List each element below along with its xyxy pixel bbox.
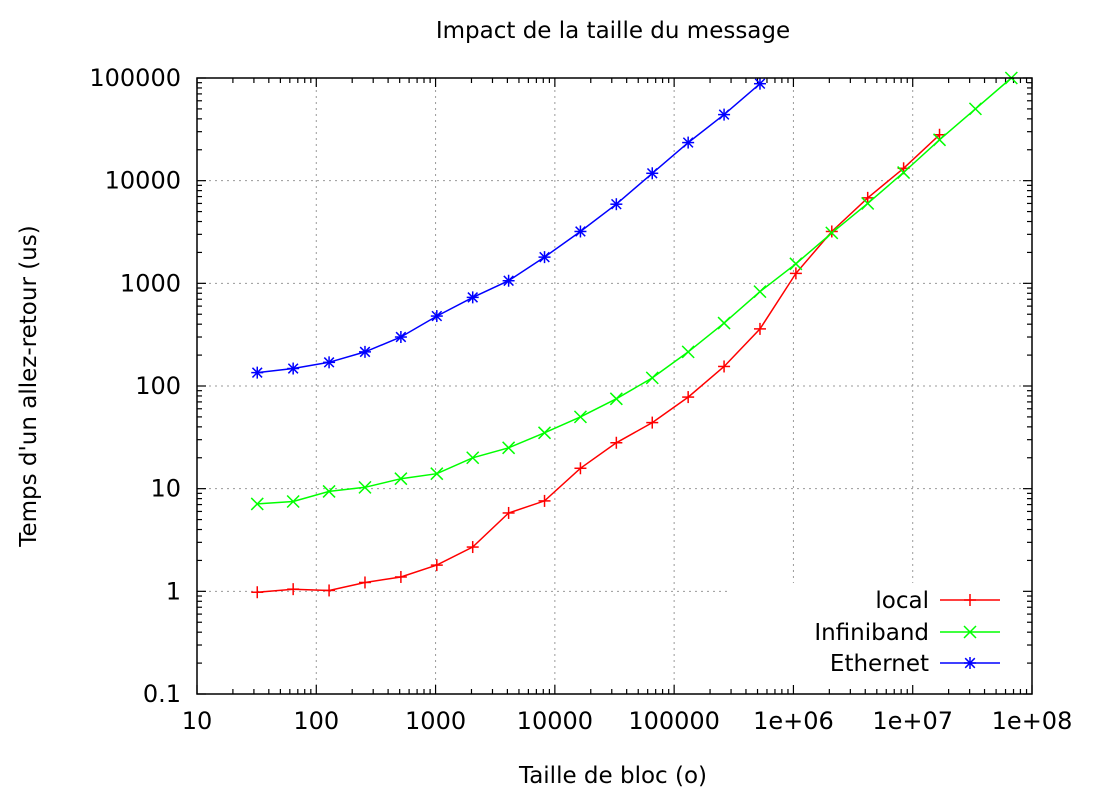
data-point-local [646,416,659,429]
x-tick-label: 100000 [628,707,720,735]
x-axis-label: Taille de bloc (o) [518,763,707,789]
data-point-infiniband [717,316,731,330]
data-point-infiniband [753,285,767,299]
data-point-ethernet [718,108,731,121]
data-point-infiniband [932,133,947,147]
x-tick-label: 1e+06 [753,707,834,735]
legend-marker-infiniband [963,625,977,639]
data-point-ethernet [287,362,300,375]
data-point-ethernet [251,366,264,379]
legend-label-ethernet: Ethernet [830,651,929,677]
y-tick-label: 0.1 [143,680,181,708]
data-point-infiniband [789,257,803,271]
data-point-infiniband [394,472,408,486]
data-point-infiniband [645,371,659,385]
grid [197,78,1032,694]
axis-ticks: 10 100 1000 10000 100000 1e+06 1e+07 1e+08 0.1 1 1… [89,64,1072,735]
series-line-local [257,134,941,593]
y-tick-label: 10000 [105,167,181,195]
data-point-local [538,494,551,507]
data-point-infiniband [609,392,623,406]
x-tick-label: 1e+07 [872,707,953,735]
plot-border [196,77,1033,695]
data-point-local [502,506,515,519]
y-tick-label: 100 [135,372,181,400]
y-tick-label: 10 [150,475,181,503]
y-tick-label: 100000 [89,64,181,92]
data-point-ethernet [502,274,515,287]
data-point-local [323,584,336,597]
data-point-local [574,462,587,475]
data-point-ethernet [610,198,623,211]
data-point-infiniband [897,166,911,180]
chart-title: Impact de la taille du message [436,18,790,44]
x-tick-label: 100 [293,707,339,735]
y-tick-label: 1000 [120,269,181,297]
y-axis-label: Temps d'un allez-retour (us) [16,225,42,547]
data-point-infiniband [537,426,552,440]
data-point-local [789,267,802,280]
data-point-infiniband [968,102,982,116]
legend-marker-ethernet [964,657,976,669]
data-point-infiniband [322,484,336,498]
data-point-ethernet [538,251,551,264]
x-tick-label: 10000 [517,707,593,735]
series-lines [257,77,1012,593]
data-point-local [358,576,371,589]
series-line-infiniband [257,77,1012,505]
legend: local Infiniband Ethernet [814,588,1000,677]
data-point-local [825,225,838,238]
data-point-ethernet [646,167,659,180]
data-point-ethernet [323,356,336,369]
data-point-ethernet [682,136,695,149]
data-point-local [682,391,695,404]
data-point-local [753,322,766,335]
data-point-infiniband [358,480,372,494]
data-point-infiniband [250,497,264,511]
data-point-ethernet [574,225,587,238]
data-point-infiniband [573,410,587,424]
data-point-ethernet [753,77,766,90]
data-point-infiniband [861,196,875,210]
legend-label-local: local [875,588,929,614]
data-point-local [251,586,264,599]
series-line-ethernet [257,83,761,374]
data-point-local [718,360,731,373]
data-point-infiniband [681,345,695,359]
x-tick-label: 1e+08 [992,707,1073,735]
data-point-infiniband [466,451,480,465]
data-point-ethernet [430,310,443,323]
data-point-local [861,191,874,204]
y-tick-label: 1 [166,577,181,605]
data-point-infiniband [502,441,516,455]
x-tick-label: 1000 [405,707,466,735]
data-point-infiniband [430,467,444,481]
data-point-local [287,583,300,596]
series-markers [250,71,1018,599]
data-point-infiniband [825,226,839,240]
data-point-ethernet [394,331,407,344]
legend-label-infiniband: Infiniband [814,620,929,646]
data-point-local [610,436,623,449]
data-point-ethernet [358,345,371,358]
data-point-local [394,570,407,583]
legend-marker-local [964,594,976,606]
data-point-local [430,559,443,572]
data-point-ethernet [466,291,479,304]
x-tick-label: 10 [182,707,213,735]
data-point-local [466,541,479,554]
data-point-infiniband [286,494,300,509]
